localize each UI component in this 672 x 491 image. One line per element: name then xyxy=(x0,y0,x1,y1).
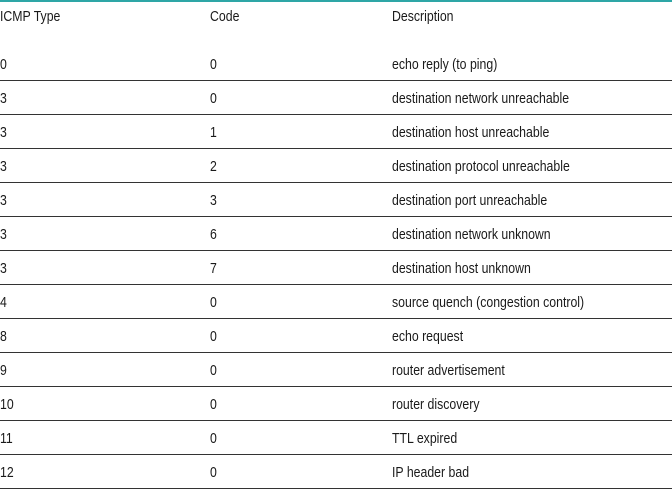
table-row: 3 0 destination network unreachable xyxy=(0,81,672,115)
table-header-row: ICMP Type Code Description xyxy=(0,2,672,30)
cell-code: 0 xyxy=(210,328,217,345)
cell-icmp-type: 3 xyxy=(0,158,7,175)
cell-code: 0 xyxy=(210,56,217,73)
cell-description: source quench (congestion control) xyxy=(392,294,585,311)
cell-icmp-type: 8 xyxy=(0,328,7,345)
cell-code: 1 xyxy=(210,124,217,141)
cell-icmp-type: 3 xyxy=(0,226,7,243)
cell-description: echo reply (to ping) xyxy=(392,56,498,73)
table-row: 3 2 destination protocol unreachable xyxy=(0,149,672,183)
cell-description: destination network unknown xyxy=(392,226,551,243)
table-row: 8 0 echo request xyxy=(0,319,672,353)
table-row: 10 0 router discovery xyxy=(0,387,672,421)
cell-icmp-type: 4 xyxy=(0,294,7,311)
cell-icmp-type: 3 xyxy=(0,124,7,141)
cell-description: TTL expired xyxy=(392,430,458,447)
cell-icmp-type: 3 xyxy=(0,90,7,107)
table-row: 3 7 destination host unknown xyxy=(0,251,672,285)
header-description: Description xyxy=(392,8,454,25)
cell-description: router advertisement xyxy=(392,362,505,379)
cell-code: 0 xyxy=(210,90,217,107)
cell-code: 0 xyxy=(210,294,217,311)
cell-description: destination host unknown xyxy=(392,260,531,277)
cell-icmp-type: 3 xyxy=(0,260,7,277)
table-row: 0 0 echo reply (to ping) xyxy=(0,47,672,81)
cell-code: 0 xyxy=(210,430,217,447)
table-row: 4 0 source quench (congestion control) xyxy=(0,285,672,319)
cell-code: 0 xyxy=(210,396,217,413)
cell-icmp-type: 11 xyxy=(0,430,13,447)
cell-code: 7 xyxy=(210,260,217,277)
cell-icmp-type: 12 xyxy=(0,464,14,481)
cell-icmp-type: 10 xyxy=(0,396,14,413)
header-code: Code xyxy=(210,8,240,25)
cell-code: 2 xyxy=(210,158,217,175)
header-icmp-type: ICMP Type xyxy=(0,8,61,25)
cell-icmp-type: 3 xyxy=(0,192,7,209)
cell-code: 6 xyxy=(210,226,217,243)
table-row: 12 0 IP header bad xyxy=(0,455,672,489)
cell-description: destination protocol unreachable xyxy=(392,158,570,175)
cell-code: 0 xyxy=(210,362,217,379)
cell-description: destination host unreachable xyxy=(392,124,550,141)
cell-code: 0 xyxy=(210,464,217,481)
cell-description: destination network unreachable xyxy=(392,90,570,107)
cell-description: destination port unreachable xyxy=(392,192,548,209)
cell-icmp-type: 0 xyxy=(0,56,7,73)
cell-description: echo request xyxy=(392,328,464,345)
table-row: 11 0 TTL expired xyxy=(0,421,672,455)
table-row: 3 6 destination network unknown xyxy=(0,217,672,251)
table-row: 3 1 destination host unreachable xyxy=(0,115,672,149)
cell-description: IP header bad xyxy=(392,464,470,481)
cell-code: 3 xyxy=(210,192,217,209)
table-row: 9 0 router advertisement xyxy=(0,353,672,387)
cell-icmp-type: 9 xyxy=(0,362,7,379)
table-top-rule xyxy=(0,0,672,2)
cell-description: router discovery xyxy=(392,396,480,413)
table-row: 3 3 destination port unreachable xyxy=(0,183,672,217)
